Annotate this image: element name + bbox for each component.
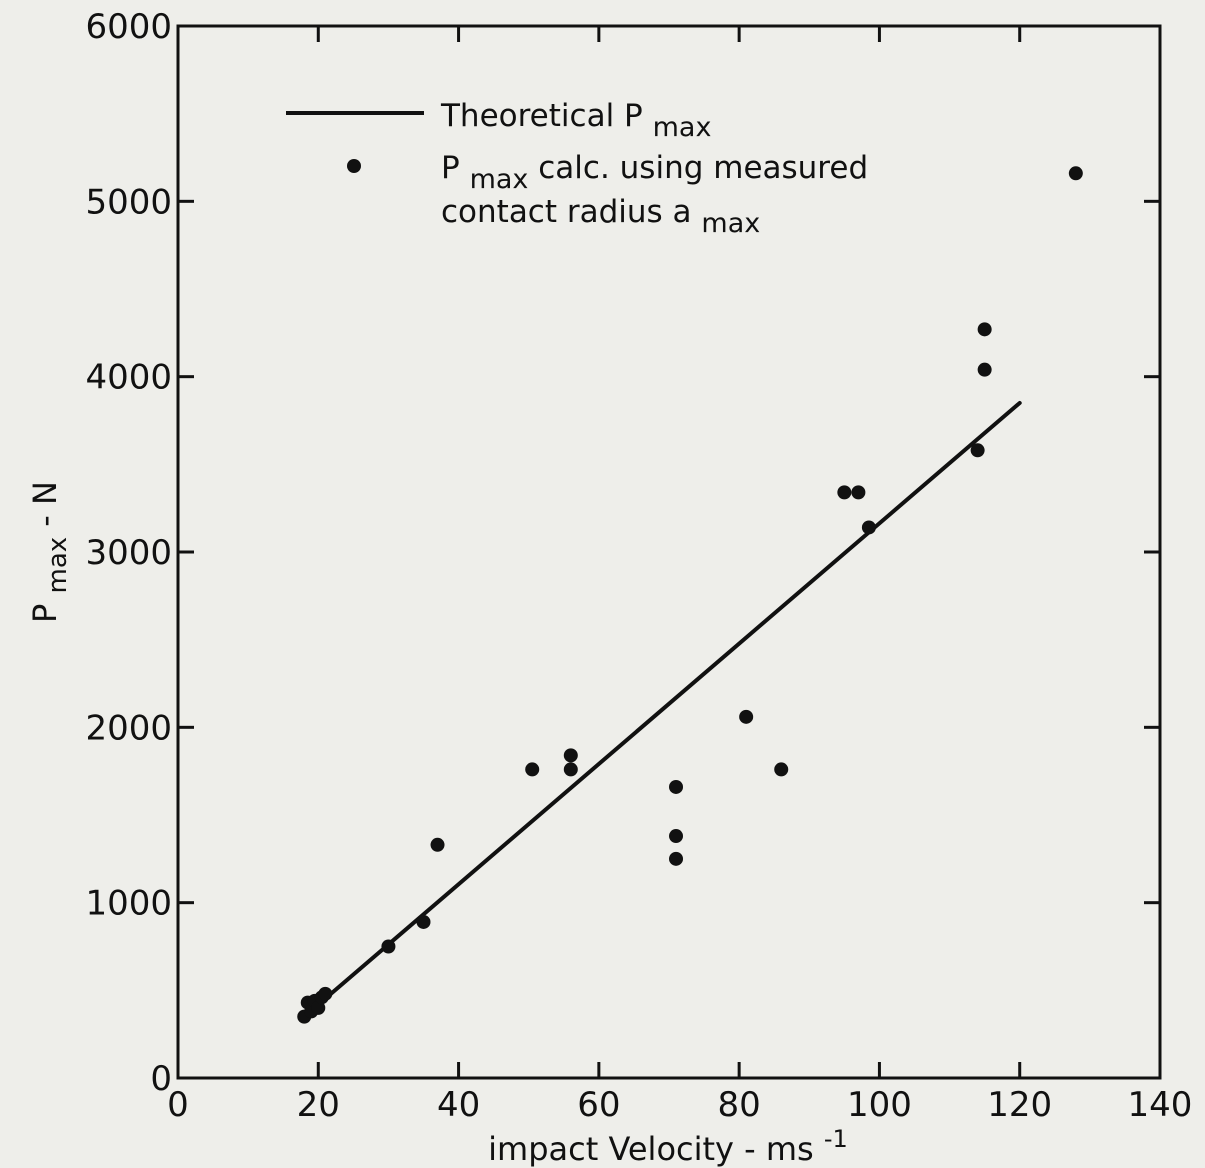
- y-tick-label: 0: [150, 1059, 172, 1099]
- data-points: [297, 166, 1083, 1024]
- data-point: [861, 520, 876, 535]
- legend-point-swatch: [347, 159, 361, 173]
- y-tick-label: 5000: [85, 182, 172, 222]
- tick-labels: 0 20 40 60 80 100 120 140 0 1000 2000 3000 4000 5000 6…: [85, 7, 1192, 1125]
- data-point: [739, 709, 754, 724]
- data-point: [318, 986, 333, 1001]
- legend-points-line2-main: contact radius a: [441, 194, 692, 230]
- data-point: [851, 485, 866, 500]
- data-point: [970, 443, 985, 458]
- y-tick-label: 6000: [85, 7, 172, 47]
- data-point: [837, 485, 852, 500]
- legend-points-sub: max: [470, 164, 529, 195]
- x-tick-label: 0: [167, 1085, 189, 1125]
- data-point: [977, 362, 992, 377]
- legend: Theoretical P max P max calc. using meas…: [286, 98, 868, 239]
- x-tick-label: 60: [577, 1085, 620, 1125]
- x-tick-label: 140: [1128, 1085, 1193, 1125]
- y-tick-label: 3000: [85, 533, 172, 573]
- tick-marks: [178, 26, 1160, 1078]
- data-point: [525, 762, 540, 777]
- data-point: [669, 779, 684, 794]
- x-axis-label-sup: -1: [824, 1125, 848, 1153]
- y-tick-label: 4000: [85, 358, 172, 398]
- data-point: [563, 748, 578, 763]
- legend-points-main: P: [441, 150, 460, 186]
- data-point: [563, 762, 578, 777]
- y-tick-label: 1000: [85, 884, 172, 924]
- y-axis-label-sub: max: [43, 537, 73, 594]
- y-axis-label: P max - N: [26, 481, 74, 623]
- data-point: [774, 762, 789, 777]
- legend-line-label: Theoretical P max: [440, 98, 711, 143]
- data-point: [381, 939, 396, 954]
- legend-points-line2-sub: max: [701, 208, 760, 239]
- data-point: [311, 1000, 326, 1015]
- data-point: [669, 851, 684, 866]
- data-point: [669, 829, 684, 844]
- legend-line-text: Theoretical P: [440, 98, 643, 134]
- y-axis-label-main: P: [26, 604, 64, 623]
- theoretical-pmax-line: [302, 400, 1022, 1019]
- legend-points-label-line1: P max calc. using measured: [441, 150, 868, 196]
- legend-line-sub: max: [653, 112, 712, 143]
- y-axis-label-suffix: - N: [26, 481, 64, 527]
- x-axis-label-text: impact Velocity - ms: [488, 1130, 814, 1168]
- theoretical-line: [302, 400, 1022, 1019]
- y-tick-label: 2000: [85, 708, 172, 748]
- x-tick-label: 80: [718, 1085, 761, 1125]
- data-point: [1068, 166, 1083, 181]
- x-tick-label: 20: [297, 1085, 340, 1125]
- x-axis-label: impact Velocity - ms -1: [488, 1125, 848, 1168]
- x-tick-label: 40: [437, 1085, 480, 1125]
- data-point: [430, 837, 445, 852]
- data-point: [416, 914, 431, 929]
- data-point: [977, 322, 992, 337]
- x-tick-label: 100: [847, 1085, 912, 1125]
- x-tick-label: 120: [987, 1085, 1052, 1125]
- legend-points-rest: calc. using measured: [538, 150, 868, 186]
- legend-points-label-line2: contact radius a max: [441, 194, 760, 239]
